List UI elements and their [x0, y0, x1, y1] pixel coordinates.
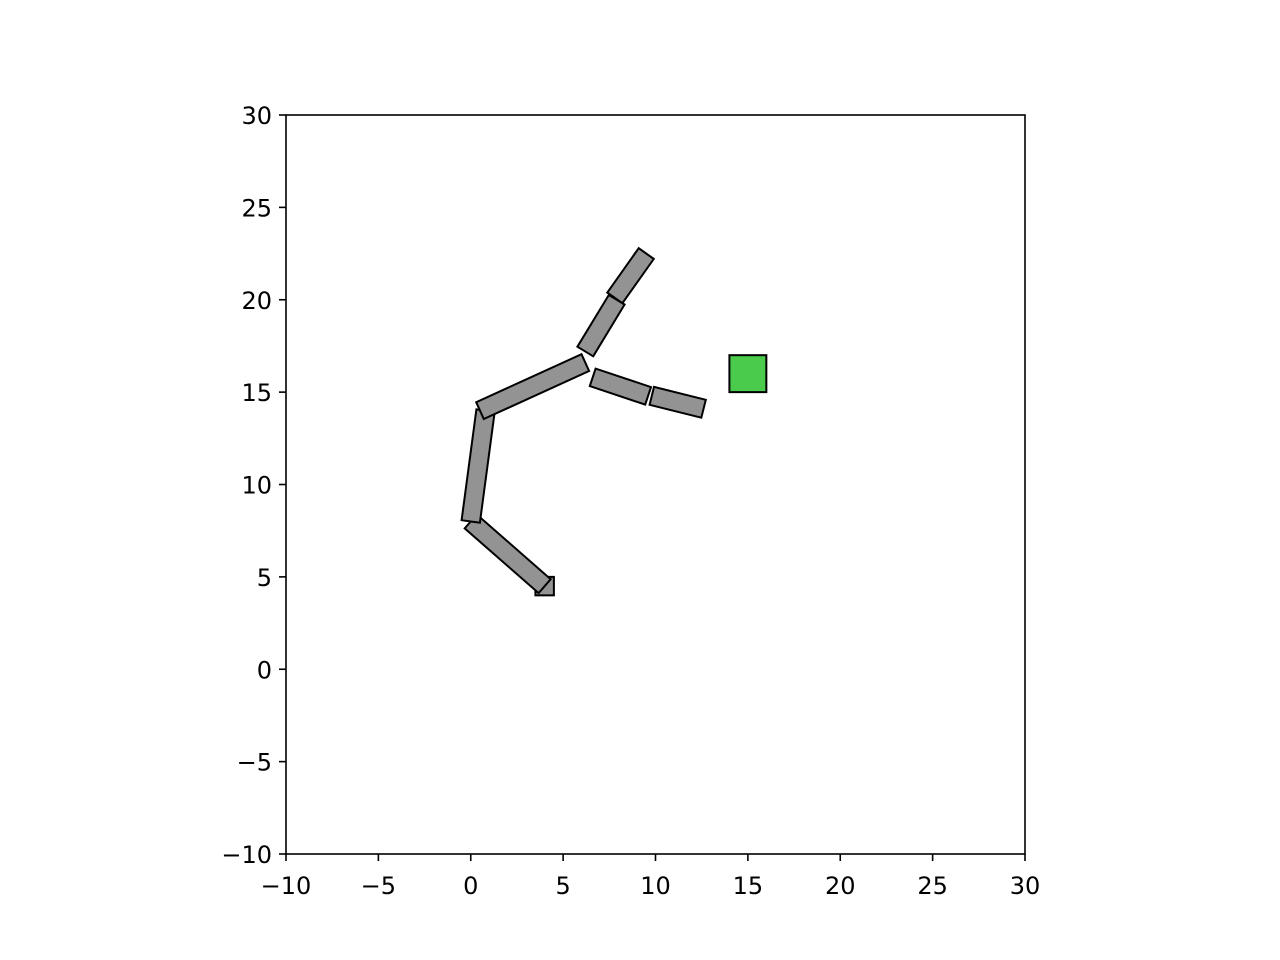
- y-axis: −10 −5 0 5 10 15 20 25 30: [221, 102, 286, 869]
- arm-link-1: [463, 513, 553, 595]
- y-tick-label: 20: [241, 287, 272, 315]
- x-tick-label: 30: [1010, 872, 1041, 900]
- x-tick-label: 5: [555, 872, 570, 900]
- x-tick-label: 25: [917, 872, 948, 900]
- arm-link-7: [648, 385, 708, 419]
- x-tick-label: 10: [640, 872, 671, 900]
- arm-link-3: [474, 352, 591, 421]
- y-tick-label: 10: [241, 472, 272, 500]
- y-tick-label: 15: [241, 379, 272, 407]
- x-tick-label: 0: [463, 872, 478, 900]
- y-tick-label: −5: [237, 749, 272, 777]
- arm-link-2: [460, 408, 496, 524]
- y-tick-label: 30: [241, 102, 272, 130]
- y-tick-label: 5: [257, 564, 272, 592]
- y-tick-label: −10: [221, 841, 272, 869]
- x-tick-label: −5: [361, 872, 396, 900]
- arm-link-6: [588, 367, 653, 406]
- arm-link-4: [576, 293, 626, 358]
- y-tick-label: 0: [257, 656, 272, 684]
- x-axis: −10 −5 0 5 10 15 20 25 30: [261, 854, 1041, 900]
- x-tick-label: 20: [825, 872, 856, 900]
- plot-area: [460, 246, 768, 597]
- target-square: [728, 354, 768, 394]
- x-tick-label: −10: [261, 872, 312, 900]
- y-tick-label: 25: [241, 194, 272, 222]
- arm-link-5: [605, 246, 656, 305]
- x-tick-label: 15: [733, 872, 764, 900]
